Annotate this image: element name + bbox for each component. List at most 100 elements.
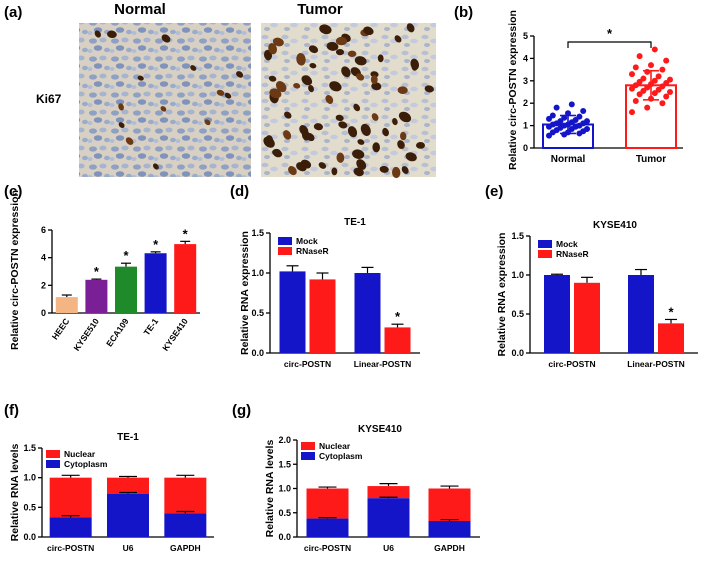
data-point xyxy=(632,97,639,104)
legend-swatch xyxy=(301,452,315,460)
significance-star: * xyxy=(153,237,159,252)
y-axis-label: Relative RNA expression xyxy=(496,233,508,357)
stained-nucleus xyxy=(379,165,389,173)
data-point xyxy=(644,104,651,111)
bar-nuclear xyxy=(107,477,149,494)
stained-nucleus xyxy=(347,50,357,58)
legend-swatch xyxy=(278,247,292,255)
panel-e-label: (e) xyxy=(485,183,503,200)
stained-nucleus xyxy=(204,119,211,126)
stained-nucleus xyxy=(318,162,327,169)
data-point xyxy=(659,66,666,73)
stained-nucleus xyxy=(325,95,334,104)
y-tick-label: 0.5 xyxy=(278,508,291,518)
significance-star: * xyxy=(607,26,613,41)
panel-d-label: (d) xyxy=(230,183,249,200)
legend-label: Mock xyxy=(556,239,578,249)
stained-nucleus xyxy=(347,126,358,138)
y-tick-label: 0 xyxy=(41,308,46,318)
x-category-label: Tumor xyxy=(636,154,666,165)
data-point xyxy=(549,112,556,119)
y-tick-label: 1 xyxy=(523,121,528,131)
data-point xyxy=(629,109,635,116)
significance-star: * xyxy=(395,309,401,324)
stained-nucleus xyxy=(308,45,319,54)
x-category-label: HEEC xyxy=(50,316,72,341)
bar xyxy=(574,282,600,353)
stained-nucleus xyxy=(405,152,417,162)
stained-nucleus xyxy=(313,123,323,131)
bar xyxy=(658,323,684,353)
stained-nucleus xyxy=(269,88,282,99)
stained-nucleus xyxy=(293,83,301,89)
stained-nucleus xyxy=(416,141,425,149)
bar-cytoplasm xyxy=(164,513,207,537)
y-tick-label: 0.5 xyxy=(511,309,524,319)
stained-nucleus xyxy=(335,36,348,46)
data-point xyxy=(561,114,568,121)
y-axis-label: Relative RNA levels xyxy=(264,440,276,538)
stained-nucleus xyxy=(94,30,101,38)
legend-swatch xyxy=(301,442,315,450)
stained-nucleus xyxy=(401,166,409,174)
stained-nucleus xyxy=(356,73,365,81)
y-tick-label: 1.0 xyxy=(511,270,524,280)
y-axis-label: Relative RNA expression xyxy=(239,231,251,355)
data-point xyxy=(553,104,560,111)
y-tick-label: 1.0 xyxy=(278,484,291,494)
y-tick-label: 4 xyxy=(41,253,46,263)
stained-nucleus xyxy=(352,149,365,159)
stained-nucleus xyxy=(190,65,197,71)
stained-nucleus xyxy=(268,75,277,82)
x-category-label: circ-POSTN xyxy=(47,543,94,553)
y-tick-label: 1.5 xyxy=(251,228,264,238)
stained-nucleus xyxy=(329,81,342,92)
y-tick-label: 1.5 xyxy=(23,443,36,453)
stained-nucleus xyxy=(308,85,314,93)
stained-nucleus xyxy=(118,103,124,111)
y-tick-label: 1.0 xyxy=(23,473,36,483)
x-category-label: Normal xyxy=(551,154,586,165)
bar xyxy=(85,279,108,313)
stained-nucleus xyxy=(152,163,159,170)
bar-nuclear xyxy=(428,488,471,521)
significance-star: * xyxy=(183,226,189,241)
data-point xyxy=(629,71,635,78)
bar xyxy=(144,253,167,313)
data-point xyxy=(655,73,662,80)
bar xyxy=(544,275,570,353)
x-category-label: Linear-POSTN xyxy=(354,359,412,369)
stained-nucleus xyxy=(300,159,312,169)
stained-nucleus xyxy=(382,127,389,137)
stained-nucleus xyxy=(411,62,418,71)
legend-label: Cytoplasm xyxy=(64,459,108,469)
y-axis-label: Relative RNA levels xyxy=(9,444,21,542)
data-point xyxy=(632,64,639,71)
data-point xyxy=(659,100,666,107)
x-category-label: GAPDH xyxy=(170,543,201,553)
stained-nucleus xyxy=(288,166,297,176)
stained-nucleus xyxy=(268,43,277,55)
panel-f-label: (f) xyxy=(4,402,19,419)
stained-nucleus xyxy=(331,167,338,176)
data-point xyxy=(636,53,643,60)
y-tick-label: 1.5 xyxy=(511,231,524,241)
stained-nucleus xyxy=(125,137,134,145)
stained-nucleus xyxy=(360,123,371,136)
chart-c: 0 2 4 6 Relative circ-POSTN expression HEEC * K… xyxy=(9,190,200,353)
stained-nucleus xyxy=(118,122,125,129)
tumor-micrograph xyxy=(261,23,436,179)
bar-cytoplasm xyxy=(49,517,92,537)
chart-title: KYSE410 xyxy=(593,220,637,231)
chart-title: TE-1 xyxy=(117,432,139,443)
y-tick-label: 0.0 xyxy=(278,532,291,542)
stained-nucleus xyxy=(336,152,345,163)
stained-nucleus xyxy=(216,89,225,96)
bar-nuclear xyxy=(367,486,410,499)
y-tick-label: 0.0 xyxy=(251,348,264,358)
stained-nucleus xyxy=(301,75,313,86)
bar xyxy=(279,271,306,353)
stained-nucleus xyxy=(236,71,244,78)
